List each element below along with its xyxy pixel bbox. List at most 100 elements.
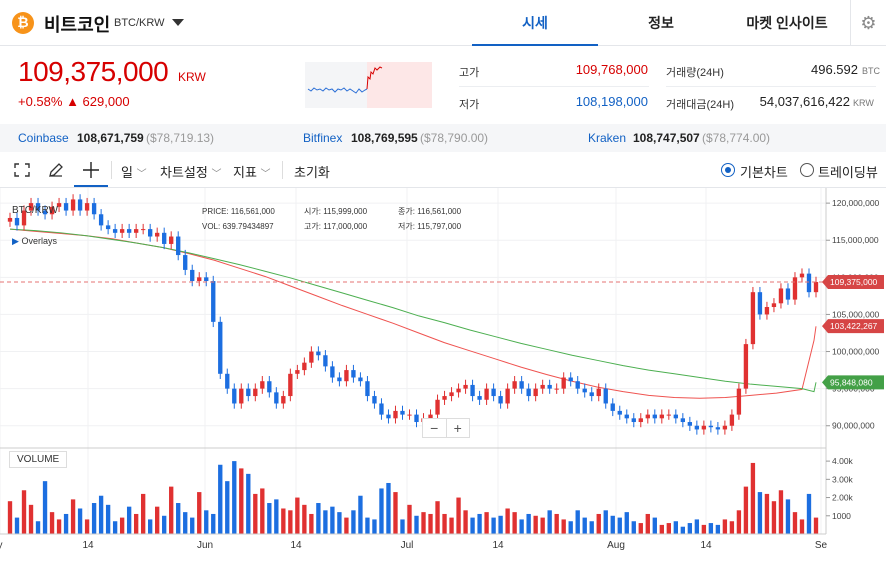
sparkline-svg [307, 62, 432, 108]
candle-body [484, 388, 489, 400]
volume-bar [239, 468, 244, 534]
candle-body [407, 414, 412, 416]
sparkline-line-prev [307, 87, 368, 94]
candle-body [533, 388, 538, 397]
candle-body [316, 351, 321, 356]
ma-green-tag: 95,848,080 [830, 377, 873, 387]
volume-bar [84, 519, 90, 534]
candle-body [400, 410, 405, 415]
basic-chart-radio[interactable] [721, 163, 735, 177]
volume-bar [624, 512, 629, 534]
candle-body [526, 388, 531, 397]
basic-chart-label[interactable]: 기본차트 [740, 165, 788, 180]
tab-market-price[interactable]: 시세 [472, 0, 598, 46]
candle-body [652, 414, 657, 419]
fullscreen-icon[interactable] [14, 163, 30, 177]
toolbar-divider [282, 161, 283, 179]
low-value: 115,797,000 [417, 222, 462, 231]
last-price-tag: 109,375,000 [830, 277, 878, 287]
price-unit: KRW [178, 70, 206, 84]
candle-body [610, 403, 615, 411]
candle-body [218, 321, 223, 374]
candle-body [659, 414, 664, 419]
volume-bar [70, 499, 76, 534]
volume-bar [498, 515, 503, 534]
volume-bar [155, 506, 160, 534]
candle-body [302, 362, 307, 371]
candle-body [253, 388, 258, 397]
volume-bar [7, 501, 13, 534]
candle-body [379, 403, 384, 415]
ma-green-tag-bg [822, 375, 884, 390]
volume-bar [708, 523, 714, 534]
overlays-toggle[interactable]: ▶ Overlays [12, 236, 57, 247]
exchange-name[interactable]: Kraken [588, 131, 627, 145]
candle-body [28, 203, 34, 211]
coin-name: 비트코인 [44, 15, 111, 35]
candle-body [225, 373, 230, 389]
price-chart[interactable]: 120,000,000115,000,000110,000,000105,000… [0, 188, 886, 566]
vol-tick-label: 2.00k [832, 493, 854, 503]
tab-info[interactable]: 정보 [648, 15, 674, 31]
candle-body [631, 418, 636, 423]
exchange-name[interactable]: Coinbase [18, 131, 69, 145]
exchange-name[interactable]: Bitfinex [303, 131, 343, 145]
volume-bar [288, 510, 293, 534]
volume-bar [91, 503, 97, 534]
candle-body [680, 418, 686, 423]
candlestick-chart-svg[interactable]: 120,000,000115,000,000110,000,000105,000… [0, 188, 886, 566]
candle-body [112, 229, 118, 233]
settings-gear-icon[interactable]: ⚙ [850, 0, 886, 46]
volume-bar [253, 493, 258, 534]
indicators-menu[interactable]: 지표 ﹀ [233, 162, 271, 181]
candle-body [638, 418, 643, 423]
candle-body [582, 388, 587, 393]
candle-body [63, 203, 69, 211]
candle-body [757, 292, 763, 315]
reset-button[interactable]: 초기화 [294, 165, 330, 180]
volume-bar [49, 512, 55, 534]
chart-settings-menu[interactable]: 차트설정 ﹀ [160, 162, 221, 181]
volume-bar [617, 517, 622, 534]
candle-body [295, 370, 300, 374]
chart-settings-label: 차트설정 [160, 165, 208, 180]
volume-bar [365, 517, 370, 534]
pencil-draw-icon[interactable] [48, 162, 64, 178]
volume-bar [575, 510, 580, 534]
volume-bar [211, 513, 216, 534]
volume-bar [715, 524, 721, 534]
candle-body [750, 292, 756, 345]
candle-body [372, 396, 377, 404]
candle-body [687, 422, 693, 426]
volume-bar [302, 504, 307, 534]
candle-body [126, 229, 132, 233]
tradingview-radio[interactable] [800, 163, 814, 177]
volume-bar [309, 513, 314, 534]
overlays-label: Overlays [21, 236, 57, 246]
volume-bar [21, 490, 27, 534]
tab-market-insight[interactable]: 마켓 인사이트 [746, 15, 828, 31]
y-tick-label: 115,000,000 [832, 235, 879, 245]
coin-dropdown-icon[interactable] [172, 19, 184, 26]
ohlc-info: PRICE: 116,561,000 시가: 115,999,000 종가: 116… [202, 204, 461, 234]
exchange-price: 108,769,595 [351, 131, 418, 145]
candle-body [442, 396, 447, 400]
volume-bar [645, 513, 650, 534]
volume-bar [351, 510, 356, 534]
exchange-usd: ($78,719.13) [146, 131, 215, 145]
crosshair-tool-button[interactable] [74, 153, 108, 187]
zoom-out-button[interactable]: − [423, 419, 447, 437]
candle-body [715, 427, 721, 430]
tradingview-label[interactable]: 트레이딩뷰 [818, 165, 878, 180]
candle-body [323, 355, 328, 367]
volume-bar [491, 517, 496, 534]
price-label: PRICE: [202, 207, 229, 216]
volume-bar [98, 495, 104, 534]
zoom-in-button[interactable]: + [453, 420, 462, 436]
candle-body [708, 425, 714, 428]
period-select[interactable]: 일 ﹀ [121, 162, 147, 181]
divider [666, 86, 876, 87]
y-tick-label: 90,000,000 [832, 421, 875, 431]
candle-body [673, 414, 678, 419]
volume-bar [638, 523, 643, 534]
